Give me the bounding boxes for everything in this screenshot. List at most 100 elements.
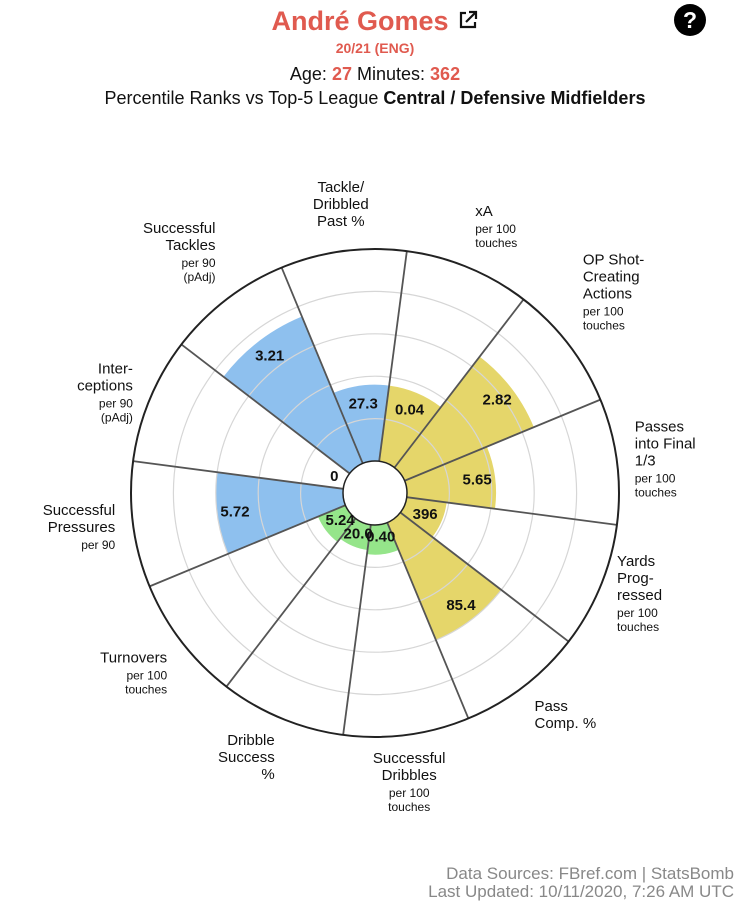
- metric-label-line: Dribbles: [382, 767, 437, 784]
- metric-label-line: %: [261, 766, 274, 783]
- metric-label-line: Dribbled: [313, 196, 369, 213]
- metric-label-6: Successful Dribbles per 100 touches: [373, 750, 446, 814]
- radar-bar-2: [394, 356, 534, 481]
- age-minutes-line: Age: 27 Minutes: 362: [0, 64, 750, 85]
- radar-bar-9: [215, 472, 346, 554]
- value-label-4: 396: [413, 506, 438, 523]
- age-value: 27: [331, 64, 352, 84]
- radar-bar-6: [366, 522, 399, 555]
- radar-bar-3: [404, 446, 497, 509]
- metric-label-line: per 100: [617, 606, 658, 620]
- spoke-10: [132, 460, 344, 490]
- spoke-6: [386, 522, 470, 719]
- comparison-prefix: Percentile Ranks vs Top-5 League: [104, 88, 379, 108]
- metric-label-line: ceptions: [77, 378, 133, 395]
- value-label-10: 0: [330, 468, 338, 485]
- data-sources: Data Sources: FBref.com | StatsBomb: [446, 864, 734, 883]
- comparison-line: Percentile Ranks vs Top-5 League Central…: [0, 88, 750, 109]
- metric-label-line: Tackles: [165, 237, 215, 254]
- metric-label-0: Tackle/Dribbled Past %: [313, 179, 369, 230]
- metric-label-line: per 100: [635, 471, 676, 485]
- spoke-2: [393, 298, 525, 469]
- value-label-9: 5.72: [220, 503, 249, 520]
- metric-label-line: 1/3: [635, 452, 656, 469]
- metric-label-line: touches: [583, 319, 625, 333]
- grid-ring-80: [172, 290, 578, 696]
- metric-label-line: Prog-: [617, 570, 654, 587]
- metric-label-line: Pass: [534, 698, 567, 715]
- metric-label-1: xA per 100 touches: [475, 203, 517, 250]
- position-group: Central / Defensive Midfielders: [383, 88, 646, 108]
- spoke-11: [180, 343, 351, 475]
- grid-ring-60: [215, 333, 535, 653]
- grid-ring-20: [300, 418, 451, 569]
- player-name[interactable]: André Gomes: [271, 6, 449, 36]
- radar-bar-1: [379, 385, 441, 468]
- metric-label-line: xA: [475, 203, 493, 220]
- metric-label-line: per 90: [99, 397, 133, 411]
- metric-label-line: OP Shot-: [583, 252, 644, 269]
- value-label-7: 20.0: [344, 526, 373, 543]
- metric-label-line: Turnovers: [100, 649, 167, 666]
- value-label-5: 85.4: [446, 597, 476, 614]
- metric-label-8: Turnovers per 100 touches: [100, 649, 167, 696]
- metric-label-line: Success: [218, 749, 275, 766]
- value-label-3: 5.65: [463, 472, 492, 489]
- spoke-7: [342, 524, 372, 736]
- spoke-5: [399, 511, 570, 643]
- inner-ring: [342, 460, 408, 526]
- spoke-9: [149, 504, 346, 588]
- outer-ring: [130, 248, 620, 738]
- metric-label-line: Past %: [317, 213, 365, 230]
- metric-label-3: Passes into Final 1/3 per 100 touches: [635, 418, 696, 499]
- value-label-2: 2.82: [483, 391, 512, 408]
- radar-bar-8: [318, 505, 356, 542]
- metric-label-line: Dribble: [227, 732, 275, 749]
- metric-label-9: Successful Pressures per 90: [43, 502, 116, 552]
- value-label-1: 0.04: [395, 402, 425, 419]
- help-icon[interactable]: ?: [674, 4, 706, 36]
- minutes-value: 362: [430, 64, 461, 84]
- last-updated: Last Updated: 10/11/2020, 7:26 AM UTC: [428, 882, 734, 901]
- metric-label-10: Inter-ceptions per 90 (pAdj): [77, 361, 133, 425]
- metric-label-line: Yards: [617, 553, 655, 570]
- metric-label-line: Actions: [583, 286, 632, 303]
- radar-bar-7: [340, 518, 371, 550]
- external-link-icon[interactable]: [457, 9, 479, 36]
- spoke-0: [280, 267, 364, 464]
- metric-label-line: Creating: [583, 269, 640, 286]
- radar-bar-4: [400, 497, 447, 538]
- metric-label-5: Pass Comp. %: [534, 698, 596, 732]
- radar-bar-5: [387, 512, 502, 641]
- radar-bar-0: [333, 384, 390, 464]
- metric-label-line: touches: [388, 800, 430, 814]
- metric-label-line: per 100: [475, 222, 516, 236]
- age-label: Age:: [289, 64, 327, 84]
- metric-label-line: per 100: [389, 786, 430, 800]
- metric-label-line: touches: [635, 485, 677, 499]
- spoke-3: [404, 398, 601, 482]
- metric-label-line: Inter-: [98, 361, 133, 378]
- value-label-8: 5.24: [325, 512, 355, 529]
- value-label-11: 3.21: [255, 348, 284, 365]
- metric-label-4: Yards Prog-ressed per 100 touches: [617, 553, 662, 634]
- spoke-8: [225, 517, 357, 688]
- metric-label-line: touches: [617, 620, 659, 634]
- metric-label-line: into Final: [635, 435, 696, 452]
- metric-label-line: per 90: [81, 538, 115, 552]
- spoke-1: [378, 250, 408, 462]
- metric-label-line: Comp. %: [534, 715, 596, 732]
- metric-label-2: OP Shot-Creating Actions per 100 touches: [583, 252, 644, 333]
- metric-label-line: Passes: [635, 418, 684, 435]
- metric-label-line: touches: [125, 682, 167, 696]
- value-label-0: 27.3: [349, 395, 378, 412]
- metric-label-line: Successful: [373, 750, 446, 767]
- metric-label-line: Successful: [43, 502, 116, 519]
- grid-ring-40: [257, 375, 493, 611]
- radar-bar-11: [223, 316, 363, 474]
- spoke-4: [406, 496, 618, 526]
- metric-label-line: Tackle/: [317, 179, 365, 196]
- metric-label-line: per 90: [181, 256, 215, 270]
- player-header: André Gomes: [0, 6, 750, 37]
